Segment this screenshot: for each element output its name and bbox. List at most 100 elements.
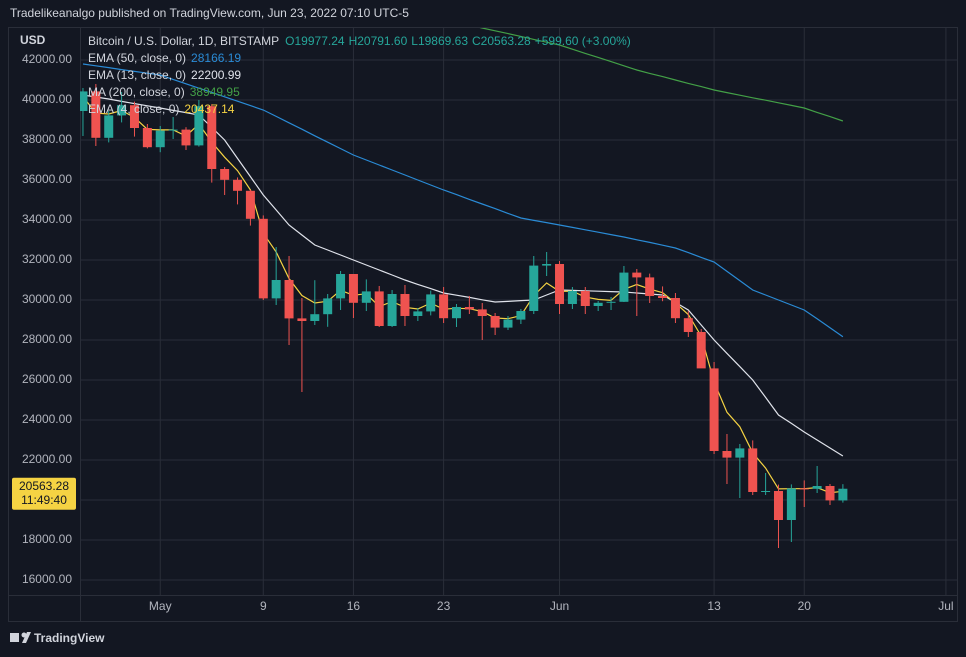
y-tick-label: 36000.00: [22, 172, 72, 186]
candle-body: [735, 448, 745, 458]
x-tick-label: May: [149, 599, 172, 613]
candle-body: [451, 307, 461, 319]
axes: 16000.0018000.0020000.0022000.0024000.00…: [12, 52, 954, 613]
ohlc-change: +599.60 (+3.00%): [535, 34, 631, 48]
candle-body: [207, 106, 217, 169]
candle-body: [593, 302, 603, 306]
candle-body: [117, 105, 127, 116]
candle-body: [606, 301, 616, 303]
legend-entry: EMA (13, close, 0) 22200.99: [88, 68, 241, 82]
candle-body: [542, 264, 552, 266]
candle-body: [439, 294, 449, 319]
candle-body: [748, 448, 758, 492]
candle-body: [722, 451, 732, 458]
candle-body: [361, 291, 371, 303]
ohlc-close: C20563.28: [472, 34, 531, 48]
candle-body: [555, 264, 565, 304]
candle-body: [336, 274, 346, 299]
ohlc-high: H20791.60: [349, 34, 408, 48]
candle-body: [670, 298, 680, 319]
candle-body: [155, 130, 165, 148]
candle-body: [825, 486, 835, 501]
candle-body: [696, 332, 706, 369]
countdown-label: 11:49:40: [21, 493, 67, 507]
ohlc-open: O19977.24: [285, 34, 345, 48]
price-label-box: [12, 477, 76, 510]
legend-value: 38949.95: [190, 85, 240, 99]
candle-body: [477, 309, 487, 316]
y-tick-label: 32000.00: [22, 252, 72, 266]
candle-body: [709, 368, 719, 451]
candle-body: [181, 129, 191, 146]
plot: [80, 28, 848, 548]
candle-body: [80, 91, 88, 111]
y-tick-label: 30000.00: [22, 292, 72, 306]
indicator-line: [479, 28, 844, 122]
candle-body: [91, 91, 101, 138]
y-axis-label: USD: [20, 33, 46, 47]
legend-entry: EMA (50, close, 0) 28166.19: [88, 51, 241, 65]
candle-body: [529, 265, 539, 311]
candle-body: [838, 488, 848, 501]
legend-name: EMA (50, close, 0): [88, 51, 186, 65]
candle-body: [142, 128, 152, 148]
y-tick-label: 42000.00: [22, 52, 72, 66]
legend-name: EMA (4, close, 0): [88, 102, 179, 116]
candle-body: [786, 488, 796, 520]
candle-body: [413, 311, 423, 316]
legend-value: 22200.99: [191, 68, 241, 82]
published-caption: Tradelikeanalgo published on TradingView…: [10, 6, 409, 20]
candle-body: [297, 318, 307, 321]
y-tick-label: 18000.00: [22, 532, 72, 546]
footer-logo: [10, 632, 31, 643]
y-tick-label: 22000.00: [22, 452, 72, 466]
indicator-line: [82, 63, 844, 338]
legend-value: 28166.19: [191, 51, 241, 65]
indicator-line: [82, 94, 844, 457]
candle-body: [310, 314, 320, 321]
candle-body: [799, 488, 809, 490]
x-tick-label: 9: [260, 599, 267, 613]
candle-body: [683, 318, 693, 332]
candle-body: [284, 280, 294, 319]
candle-body: [632, 272, 642, 278]
candle-body: [129, 105, 139, 128]
legend-value: 20437.14: [184, 102, 234, 116]
logo-slash: [22, 632, 31, 643]
candle-body: [271, 280, 281, 299]
candle-body: [761, 491, 771, 492]
x-tick-label: 16: [347, 599, 361, 613]
legend-entry: MA (200, close, 0) 38949.95: [88, 85, 240, 99]
y-tick-label: 40000.00: [22, 92, 72, 106]
candle-body: [233, 179, 243, 191]
y-tick-label: 28000.00: [22, 332, 72, 346]
candle-body: [220, 169, 230, 180]
ohlc-low: L19869.63: [411, 34, 468, 48]
candle-body: [812, 486, 822, 489]
footer-brand: TradingView: [34, 631, 105, 645]
x-tick-label: 23: [437, 599, 451, 613]
candle-body: [619, 272, 629, 302]
y-tick-label: 26000.00: [22, 372, 72, 386]
legend: EMA (50, close, 0) 28166.19 EMA (13, close…: [88, 51, 241, 116]
candle-body: [645, 277, 655, 296]
candle-body: [323, 298, 333, 315]
x-tick-label: 13: [707, 599, 721, 613]
candle-body: [387, 294, 397, 326]
chart-frame: [8, 27, 958, 622]
candle-body: [773, 491, 783, 520]
candle-body: [464, 307, 474, 310]
legend-name: EMA (13, close, 0): [88, 68, 186, 82]
symbol-title: Bitcoin / U.S. Dollar, 1D, BITSTAMP: [88, 34, 279, 48]
legend-entry: EMA (4, close, 0) 20437.14: [88, 102, 235, 116]
candle-body: [348, 274, 358, 303]
y-tick-label: 24000.00: [22, 412, 72, 426]
price-label: 20563.28: [19, 479, 69, 493]
candle-body: [580, 291, 590, 306]
candle-body: [516, 311, 526, 320]
x-tick-label: Jul: [938, 599, 953, 613]
candle-body: [658, 296, 668, 298]
candle-body: [245, 190, 255, 219]
y-tick-label: 38000.00: [22, 132, 72, 146]
